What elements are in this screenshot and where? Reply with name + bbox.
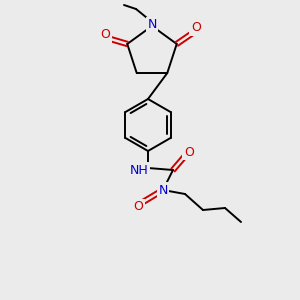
Text: N: N [147, 19, 157, 32]
Text: O: O [184, 146, 194, 158]
Text: NH: NH [130, 164, 148, 176]
Text: O: O [133, 200, 143, 214]
Text: O: O [100, 28, 110, 41]
Text: O: O [191, 22, 201, 34]
Text: N: N [158, 184, 168, 196]
